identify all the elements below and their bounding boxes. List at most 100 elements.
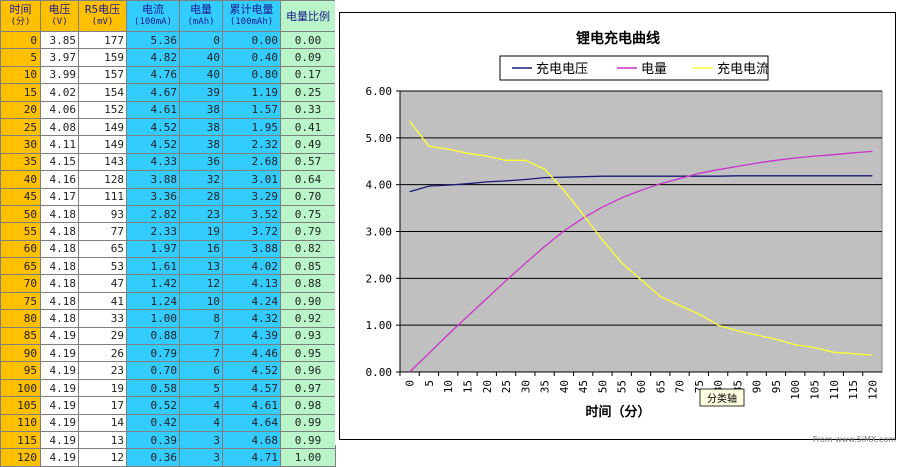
table-cell[interactable]: 25 bbox=[0, 117, 41, 137]
table-cell[interactable]: 38 bbox=[179, 135, 223, 154]
table-cell[interactable]: 4.39 bbox=[222, 326, 281, 346]
table-cell[interactable]: 20 bbox=[0, 100, 41, 119]
table-cell[interactable]: 77 bbox=[78, 222, 127, 241]
column-header[interactable]: 电流 (100mA) bbox=[126, 0, 180, 32]
table-cell[interactable]: 0.00 bbox=[222, 30, 281, 50]
series-line[interactable] bbox=[409, 150, 873, 373]
table-cell[interactable]: 4.67 bbox=[126, 83, 180, 102]
table-cell[interactable]: 8 bbox=[179, 309, 223, 328]
table-cell[interactable]: 15 bbox=[0, 83, 41, 102]
table-cell[interactable]: 3.36 bbox=[126, 187, 180, 206]
table-cell[interactable]: 4.13 bbox=[222, 274, 281, 293]
table-cell[interactable]: 14 bbox=[78, 413, 127, 432]
table-cell[interactable]: 4.64 bbox=[222, 413, 281, 432]
table-cell[interactable]: 2.32 bbox=[222, 135, 281, 154]
table-cell[interactable]: 4.52 bbox=[126, 117, 180, 137]
table-cell[interactable]: 4.08 bbox=[40, 117, 79, 137]
table-cell[interactable]: 10 bbox=[0, 65, 41, 85]
table-cell[interactable]: 2.68 bbox=[222, 152, 281, 172]
table-cell[interactable]: 19 bbox=[179, 222, 223, 241]
table-cell[interactable]: 75 bbox=[0, 291, 41, 311]
table-cell[interactable]: 0.92 bbox=[280, 309, 336, 328]
table-cell[interactable]: 13 bbox=[78, 430, 127, 450]
table-cell[interactable]: 95 bbox=[0, 361, 41, 380]
chart-area[interactable]: 锂电充电曲线 充电电压 电量 充电电流 0.00 1.00 2.00 3.00 4.00 5.… bbox=[339, 12, 896, 440]
table-cell[interactable]: 4.19 bbox=[40, 413, 79, 432]
table-cell[interactable]: 1.42 bbox=[126, 274, 180, 293]
table-cell[interactable]: 4.32 bbox=[222, 309, 281, 328]
table-cell[interactable]: 7 bbox=[179, 344, 223, 363]
table-cell[interactable]: 4.02 bbox=[222, 257, 281, 276]
table-cell[interactable]: 13 bbox=[179, 257, 223, 276]
chart-legend[interactable]: 充电电压 电量 充电电流 bbox=[499, 55, 769, 81]
table-cell[interactable]: 1.95 bbox=[222, 117, 281, 137]
table-cell[interactable]: 4.11 bbox=[40, 135, 79, 154]
column-header[interactable]: 电压 (V) bbox=[40, 0, 79, 32]
table-cell[interactable]: 0.00 bbox=[280, 30, 336, 50]
table-cell[interactable]: 0.33 bbox=[280, 100, 336, 119]
table-cell[interactable]: 115 bbox=[0, 430, 41, 450]
table-cell[interactable]: 0.64 bbox=[280, 170, 336, 189]
table-cell[interactable]: 30 bbox=[0, 135, 41, 154]
table-cell[interactable]: 4.19 bbox=[40, 344, 79, 363]
table-cell[interactable]: 157 bbox=[78, 65, 127, 85]
table-cell[interactable]: 4.82 bbox=[126, 48, 180, 67]
table-cell[interactable]: 4 bbox=[179, 413, 223, 432]
column-header[interactable]: 电量比例 bbox=[280, 0, 336, 32]
table-cell[interactable]: 93 bbox=[78, 204, 127, 224]
table-cell[interactable]: 3.88 bbox=[126, 170, 180, 189]
table-cell[interactable]: 1.24 bbox=[126, 291, 180, 311]
table-cell[interactable]: 0.88 bbox=[280, 274, 336, 293]
table-cell[interactable]: 3.99 bbox=[40, 65, 79, 85]
table-cell[interactable]: 65 bbox=[78, 239, 127, 259]
table-cell[interactable]: 40 bbox=[179, 65, 223, 85]
table-cell[interactable]: 4.19 bbox=[40, 361, 79, 380]
table-cell[interactable]: 4.61 bbox=[222, 396, 281, 415]
table-cell[interactable]: 2.82 bbox=[126, 204, 180, 224]
table-cell[interactable]: 177 bbox=[78, 30, 127, 50]
table-cell[interactable]: 0.25 bbox=[280, 83, 336, 102]
table-cell[interactable]: 12 bbox=[78, 448, 127, 467]
table-cell[interactable]: 0.85 bbox=[280, 257, 336, 276]
table-cell[interactable]: 159 bbox=[78, 48, 127, 67]
table-cell[interactable]: 110 bbox=[0, 413, 41, 432]
table-cell[interactable]: 0.57 bbox=[280, 152, 336, 172]
table-cell[interactable]: 0.52 bbox=[126, 396, 180, 415]
table-cell[interactable]: 152 bbox=[78, 100, 127, 119]
table-cell[interactable]: 45 bbox=[0, 187, 41, 206]
table-cell[interactable]: 17 bbox=[78, 396, 127, 415]
table-cell[interactable]: 4.18 bbox=[40, 257, 79, 276]
table-cell[interactable]: 39 bbox=[179, 83, 223, 102]
table-cell[interactable]: 90 bbox=[0, 344, 41, 363]
table-cell[interactable]: 19 bbox=[78, 378, 127, 398]
table-cell[interactable]: 70 bbox=[0, 274, 41, 293]
table-cell[interactable]: 3.97 bbox=[40, 48, 79, 67]
table-cell[interactable]: 0.39 bbox=[126, 430, 180, 450]
table-cell[interactable]: 4.19 bbox=[40, 378, 79, 398]
table-cell[interactable]: 149 bbox=[78, 135, 127, 154]
table-cell[interactable]: 1.57 bbox=[222, 100, 281, 119]
table-cell[interactable]: 0.09 bbox=[280, 48, 336, 67]
table-cell[interactable]: 3.01 bbox=[222, 170, 281, 189]
table-cell[interactable]: 4.33 bbox=[126, 152, 180, 172]
table-cell[interactable]: 0.49 bbox=[280, 135, 336, 154]
table-cell[interactable]: 26 bbox=[78, 344, 127, 363]
table-cell[interactable]: 143 bbox=[78, 152, 127, 172]
table-cell[interactable]: 33 bbox=[78, 309, 127, 328]
table-cell[interactable]: 0.98 bbox=[280, 396, 336, 415]
table-cell[interactable]: 40 bbox=[179, 48, 223, 67]
table-cell[interactable]: 0.80 bbox=[222, 65, 281, 85]
table-cell[interactable]: 35 bbox=[0, 152, 41, 172]
table-cell[interactable]: 38 bbox=[179, 117, 223, 137]
table-cell[interactable]: 4.18 bbox=[40, 222, 79, 241]
table-cell[interactable]: 85 bbox=[0, 326, 41, 346]
table-cell[interactable]: 4.16 bbox=[40, 170, 79, 189]
column-header[interactable]: 时间 (分) bbox=[0, 0, 41, 32]
table-cell[interactable]: 5 bbox=[179, 378, 223, 398]
table-cell[interactable]: 47 bbox=[78, 274, 127, 293]
column-header[interactable]: R5电压 (mV) bbox=[78, 0, 127, 32]
table-cell[interactable]: 4.46 bbox=[222, 344, 281, 363]
table-cell[interactable]: 0.70 bbox=[280, 187, 336, 206]
table-cell[interactable]: 4.02 bbox=[40, 83, 79, 102]
table-cell[interactable]: 111 bbox=[78, 187, 127, 206]
